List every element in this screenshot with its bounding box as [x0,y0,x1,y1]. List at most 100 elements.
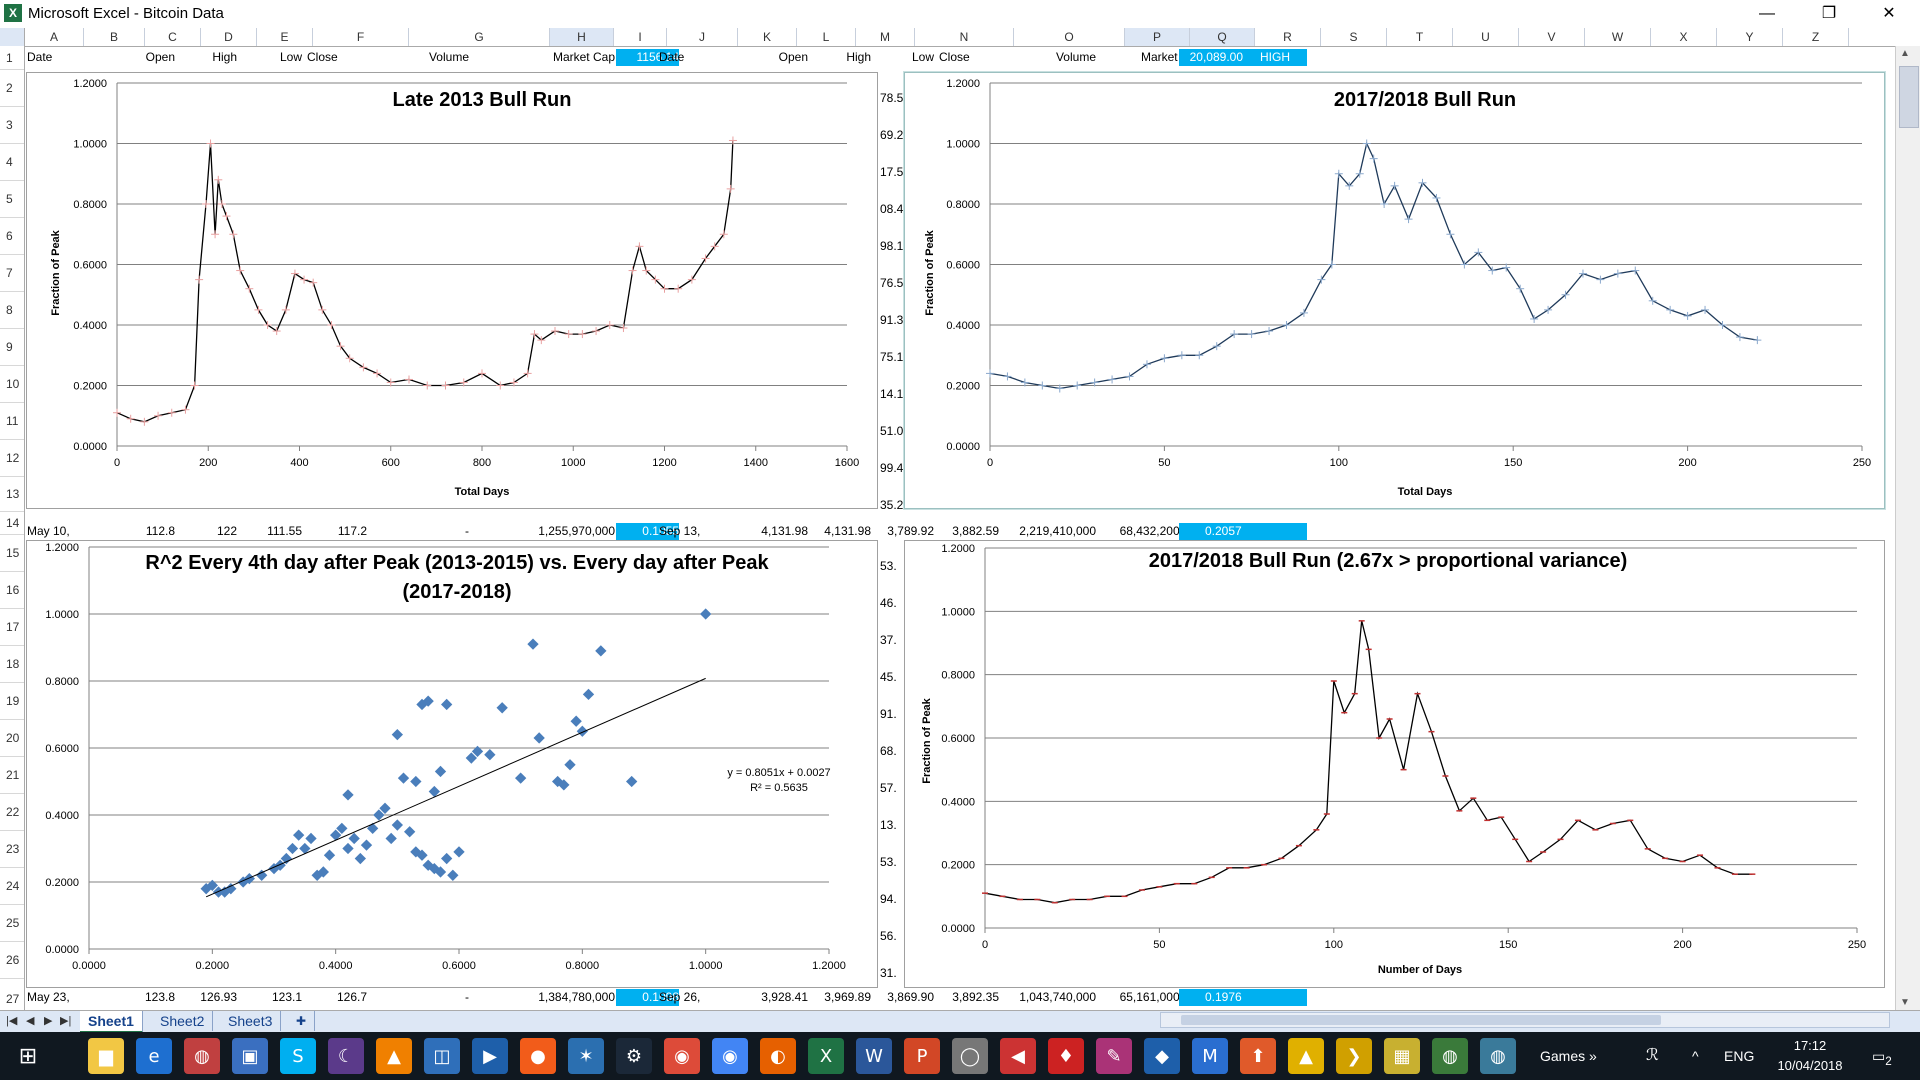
column-header-q[interactable]: Q [1190,28,1255,46]
column-header-k[interactable]: K [738,28,797,46]
cell-d27[interactable]: 123.1 [271,990,302,1004]
cell-f14[interactable]: - [465,524,469,538]
row-header-19[interactable]: 19 [0,683,24,720]
column-header-i[interactable]: I [614,28,667,46]
cube-icon[interactable]: ▦ [1384,1038,1420,1074]
row-header-21[interactable]: 21 [0,757,24,794]
first-sheet-icon[interactable]: |◀ [6,1015,18,1027]
cell-f1[interactable]: Volume [428,50,469,64]
cell-i1[interactable]: Date [659,50,685,64]
row-header-22[interactable]: 22 [0,794,24,831]
cell-l-partial[interactable]: 91. [880,707,897,721]
cell-i14[interactable]: Sep 13, [659,524,701,538]
worksheet-grid[interactable]: Date Open High Low Close Volume Market C… [25,46,1895,1020]
minimize-button[interactable]: — [1759,5,1775,22]
cell-m1[interactable]: Close [939,50,970,64]
column-header-w[interactable]: W [1585,28,1651,46]
app-red-icon[interactable]: ♦ [1048,1038,1084,1074]
vertical-scrollbar[interactable]: ▲ ▼ [1895,46,1920,1010]
row-header-17[interactable]: 17 [0,609,24,646]
cell-l-partial[interactable]: 56. [880,929,897,943]
column-header-n[interactable]: N [915,28,1014,46]
column-header-x[interactable]: X [1651,28,1717,46]
cell-l-partial[interactable]: 57. [880,781,897,795]
store-icon[interactable]: ▣ [232,1038,268,1074]
cell-b14[interactable]: 112.8 [145,524,175,538]
column-header-e[interactable]: E [257,28,313,46]
cell-m14[interactable]: 3,882.59 [952,524,999,538]
row-header-10[interactable]: 10 [0,366,24,403]
column-header-s[interactable]: S [1321,28,1387,46]
row-header-4[interactable]: 4 [0,144,24,181]
cell-a27[interactable]: May 23, [27,990,70,1004]
cell-q1[interactable]: HIGH [1243,49,1307,66]
chart-2017-2018-variance[interactable]: 2017/2018 Bull Run (2.67x > proportional… [904,540,1885,988]
column-header-u[interactable]: U [1453,28,1519,46]
chart-r2-scatter[interactable]: R^2 Every 4th day after Peak (2013-2015)… [26,540,878,988]
language-indicator[interactable]: ENG [1724,1048,1755,1064]
cell-k1[interactable]: High [846,50,871,64]
globe-alt-icon[interactable]: ◍ [1480,1038,1516,1074]
row-header-12[interactable]: 12 [0,440,24,477]
cell-l-partial[interactable]: 69.2 [880,128,904,142]
cell-h1[interactable]: 1156.14 [616,49,679,66]
chrome-alt-icon[interactable]: ◉ [712,1038,748,1074]
cell-l-partial[interactable]: 53. [880,559,897,573]
row-header-2[interactable]: 2 [0,70,24,107]
cell-e14[interactable]: 117.2 [337,524,367,538]
maximize-button[interactable]: ❐ [1821,5,1837,22]
cell-l-partial[interactable]: 17.5 [880,165,904,179]
defender-icon[interactable]: ◆ [1144,1038,1180,1074]
tab-sheet2[interactable]: Sheet2 [152,1011,214,1031]
cell-l-partial[interactable]: 76.5 [880,276,904,290]
row-header-24[interactable]: 24 [0,868,24,905]
cell-n1[interactable]: Volume [1055,50,1096,64]
cell-l-partial[interactable]: 45. [880,670,897,684]
row-header-9[interactable]: 9 [0,329,24,366]
scroll-up-arrow-icon[interactable]: ▲ [1900,48,1910,59]
tab-sheet1[interactable]: Sheet1 [80,1011,143,1033]
cell-l27[interactable]: 3,869.90 [887,990,934,1004]
tab-sheet3[interactable]: Sheet3 [220,1011,282,1031]
cell-b27[interactable]: 123.8 [144,990,175,1004]
windows-start-icon[interactable]: ⊞ [18,1043,38,1069]
steam-icon[interactable]: ⚙ [616,1038,652,1074]
cell-h27[interactable]: 0.1098 [616,989,679,1006]
cell-d1[interactable]: Low [279,50,302,64]
cell-e27[interactable]: 126.7 [336,990,367,1004]
people-icon[interactable]: ℛ [1646,1047,1659,1064]
cell-i27[interactable]: Sep 26, [659,990,701,1004]
cell-c14[interactable]: 122 [216,524,237,538]
row-header-18[interactable]: 18 [0,646,24,683]
cell-l-partial[interactable]: 37. [880,633,897,647]
row-header-26[interactable]: 26 [0,942,24,979]
cell-c1[interactable]: High [212,50,237,64]
cell-n27[interactable]: 1,043,740,000 [1019,990,1096,1004]
next-sheet-icon[interactable]: ▶ [44,1015,53,1027]
cell-l14[interactable]: 3,789.92 [887,524,934,538]
cell-l-partial[interactable]: 08.4 [880,202,904,216]
cell-l-partial[interactable]: 51.0 [880,424,904,438]
firefox-icon[interactable]: ◐ [760,1038,796,1074]
cell-a14[interactable]: May 10, [27,524,70,538]
cell-m27[interactable]: 3,892.35 [952,990,999,1004]
cell-a1[interactable]: Date [27,50,53,64]
cell-k14[interactable]: 4,131.98 [824,524,871,538]
column-header-o[interactable]: O [1014,28,1125,46]
cell-p14[interactable]: 0.2057 [1179,523,1307,540]
column-header-j[interactable]: J [667,28,738,46]
cell-l-partial[interactable]: 99.4 [880,461,904,475]
horizontal-scroll-thumb[interactable] [1181,1015,1661,1025]
row-header-20[interactable]: 20 [0,720,24,757]
media-player-icon[interactable]: ▶ [472,1038,508,1074]
insert-sheet-icon[interactable]: ✚ [288,1011,316,1031]
cell-g27[interactable]: 1,384,780,000 [538,990,615,1004]
audio-icon[interactable]: ◀ [1000,1038,1036,1074]
cell-e1[interactable]: Close [307,50,338,64]
cell-l-partial[interactable]: 14.1 [880,387,904,401]
row-header-25[interactable]: 25 [0,905,24,942]
paint-3d-icon[interactable]: ✎ [1096,1038,1132,1074]
cell-d14[interactable]: 111.55 [267,524,302,538]
prev-sheet-icon[interactable]: ◀ [26,1015,35,1027]
warning-icon[interactable]: ▲ [1288,1038,1324,1074]
